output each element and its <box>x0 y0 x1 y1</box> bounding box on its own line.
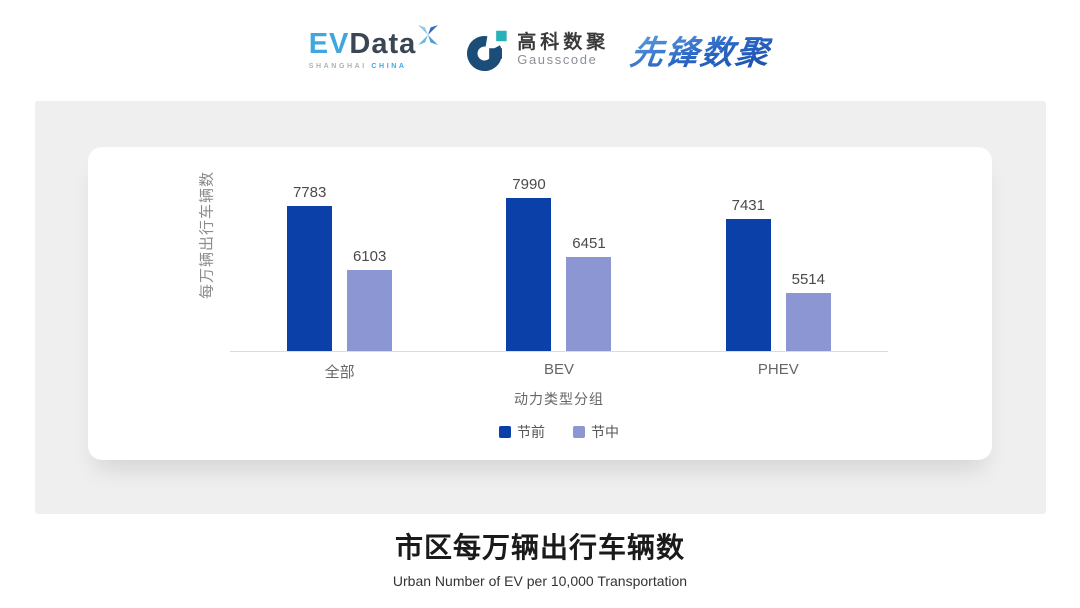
bar-节前-BEV <box>506 198 552 351</box>
bar-column: 7990 <box>506 176 552 351</box>
legend-swatch <box>573 426 585 438</box>
bar-节中-全部 <box>347 270 393 351</box>
legend-label: 节中 <box>591 424 619 440</box>
plot-area: 7783 6103 7990 6451 7431 5514 <box>230 147 888 352</box>
gausscode-cn-text: 高科数聚 <box>517 31 610 53</box>
evdata-logo-subtext: SHANGHAI CHINA <box>309 63 440 70</box>
bar-value-label: 5514 <box>791 271 825 288</box>
bar-column: 7783 <box>287 184 333 351</box>
bar-节中-PHEV <box>785 293 831 351</box>
category-label-全部: 全部 <box>324 364 355 381</box>
legend: 节前 节中 <box>230 422 888 442</box>
bar-节前-全部 <box>287 206 333 351</box>
logo-header: EV Data SHANGHAI CHINA 高科数聚 Gausscode 先锋数… <box>0 0 1080 100</box>
bar-value-label: 7431 <box>731 197 765 214</box>
legend-swatch <box>499 426 511 438</box>
evdata-logo-data-text: Data <box>349 28 417 60</box>
category-label-BEV: BEV <box>543 361 574 378</box>
chart-title: 市区每万辆出行车辆数 <box>394 532 685 563</box>
legend-item-节前[interactable]: 节前 <box>499 422 545 442</box>
evdata-logo: EV Data SHANGHAI CHINA <box>308 25 446 70</box>
caption: 市区每万辆出行车辆数 Urban Number of EV per 10,000… <box>0 526 1080 589</box>
legend-label: 节前 <box>517 424 545 440</box>
category-axis: 全部 BEV PHEV <box>230 352 888 382</box>
bar-column: 5514 <box>785 271 831 351</box>
evdata-china-text: CHINA <box>371 63 407 70</box>
bar-value-label: 6103 <box>352 248 387 265</box>
bar-value-label: 7990 <box>512 176 546 193</box>
chart-subtitle: Urban Number of EV per 10,000 Transporta… <box>392 573 688 589</box>
y-axis-label: 每万辆出行车辆数 <box>198 170 216 300</box>
bar-group-PHEV: 7431 5514 <box>669 197 888 351</box>
gausscode-en-text: Gausscode <box>517 52 598 68</box>
bar-value-label: 6451 <box>572 235 606 252</box>
evdata-logo-ev-text: EV <box>308 28 350 60</box>
gausscode-logo: 高科数聚 Gausscode <box>467 28 609 72</box>
pioneer-logo: 先锋数聚 <box>628 26 775 74</box>
category-label-PHEV: PHEV <box>757 361 799 378</box>
evdata-shanghai-text: SHANGHAI <box>308 63 367 70</box>
bar-节中-BEV <box>566 257 612 351</box>
gausscode-g-icon <box>467 30 507 72</box>
evdata-star-icon <box>418 25 439 45</box>
bar-group-BEV: 7990 6451 <box>449 176 668 351</box>
chart-card: 每万辆出行车辆数 7783 6103 7990 6451 7431 5514 全部 BEV P… <box>88 147 992 460</box>
chart-panel: 每万辆出行车辆数 7783 6103 7990 6451 7431 5514 全部 BEV P… <box>35 101 1046 514</box>
bar-group-全部: 7783 6103 <box>230 184 449 351</box>
bar-value-label: 7783 <box>292 184 327 201</box>
bar-节前-PHEV <box>725 219 771 351</box>
bar-column: 7431 <box>725 197 771 351</box>
legend-item-节中[interactable]: 节中 <box>573 422 619 442</box>
x-axis-label: 动力类型分组 <box>514 391 604 407</box>
bar-column: 6451 <box>566 235 612 351</box>
bar-column: 6103 <box>347 248 393 351</box>
